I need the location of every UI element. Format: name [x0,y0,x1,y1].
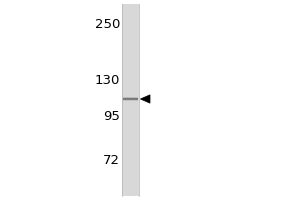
Polygon shape [140,95,150,103]
Bar [122,4,139,196]
Text: 95: 95 [103,110,120,123]
Text: 250: 250 [94,18,120,30]
Text: 130: 130 [94,74,120,88]
Text: 72: 72 [103,154,120,166]
